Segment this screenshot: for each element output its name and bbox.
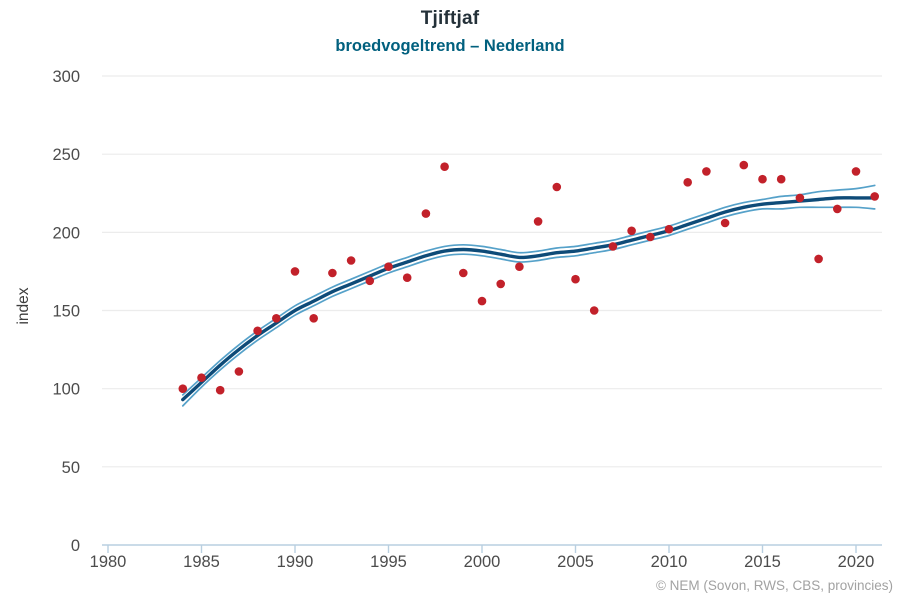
data-point <box>178 384 188 394</box>
data-point <box>290 267 300 276</box>
data-point <box>814 254 823 264</box>
y-tick-label: 150 <box>52 303 80 321</box>
y-tick-label: 0 <box>71 537 80 555</box>
y-tick-label: 50 <box>62 459 80 477</box>
data-point <box>683 178 692 187</box>
data-point <box>739 160 749 170</box>
data-point <box>328 268 337 278</box>
data-point <box>477 296 487 306</box>
x-tick-label: 1980 <box>90 553 127 571</box>
data-point <box>776 174 786 184</box>
chart-subtitle: broedvogeltrend – Nederland <box>335 37 565 55</box>
x-tick-label: 1990 <box>277 553 314 571</box>
trend-line <box>181 196 877 402</box>
y-tick-label: 100 <box>52 381 80 399</box>
data-point <box>272 314 281 323</box>
data-point <box>440 162 449 171</box>
data-point <box>253 326 262 336</box>
x-tick-label: 2000 <box>464 553 501 571</box>
data-point <box>552 182 562 192</box>
data-point <box>365 276 375 286</box>
data-point <box>533 217 543 226</box>
data-point <box>870 192 879 201</box>
data-point <box>720 218 730 228</box>
data-point <box>795 193 805 203</box>
x-tick-label: 2010 <box>651 553 688 571</box>
data-point <box>702 167 711 176</box>
x-tick-label: 2005 <box>557 553 594 571</box>
x-tick-label: 2020 <box>838 553 875 571</box>
data-point <box>589 306 599 315</box>
data-point <box>197 373 206 383</box>
y-axis-title: index <box>15 287 32 324</box>
data-point <box>496 279 506 289</box>
x-tick-label: 2015 <box>744 553 781 571</box>
ci-lower-line <box>181 206 876 407</box>
data-point <box>346 256 356 265</box>
data-point <box>515 262 524 272</box>
data-point <box>421 209 431 218</box>
data-point <box>851 167 861 176</box>
data-point <box>664 224 674 234</box>
x-tick-label: 1985 <box>183 553 220 571</box>
data-point <box>215 385 225 395</box>
data-point <box>402 273 412 283</box>
data-point <box>833 204 842 214</box>
data-point <box>309 314 319 323</box>
data-point <box>627 226 636 236</box>
y-tick-label: 250 <box>52 146 80 164</box>
x-tick-label: 1995 <box>370 553 407 571</box>
data-point <box>758 174 767 184</box>
y-tick-label: 300 <box>52 68 80 86</box>
attribution-text: © NEM (Sovon, RWS, CBS, provincies) <box>655 578 893 593</box>
ci-upper-line <box>181 184 876 396</box>
chart-title: Tjiftjaf <box>420 8 480 29</box>
data-point <box>234 367 244 376</box>
data-point <box>646 232 655 242</box>
y-tick-label: 200 <box>52 224 80 242</box>
data-point <box>384 262 393 272</box>
data-point <box>459 268 468 278</box>
data-point <box>571 274 580 284</box>
data-point <box>608 242 618 251</box>
